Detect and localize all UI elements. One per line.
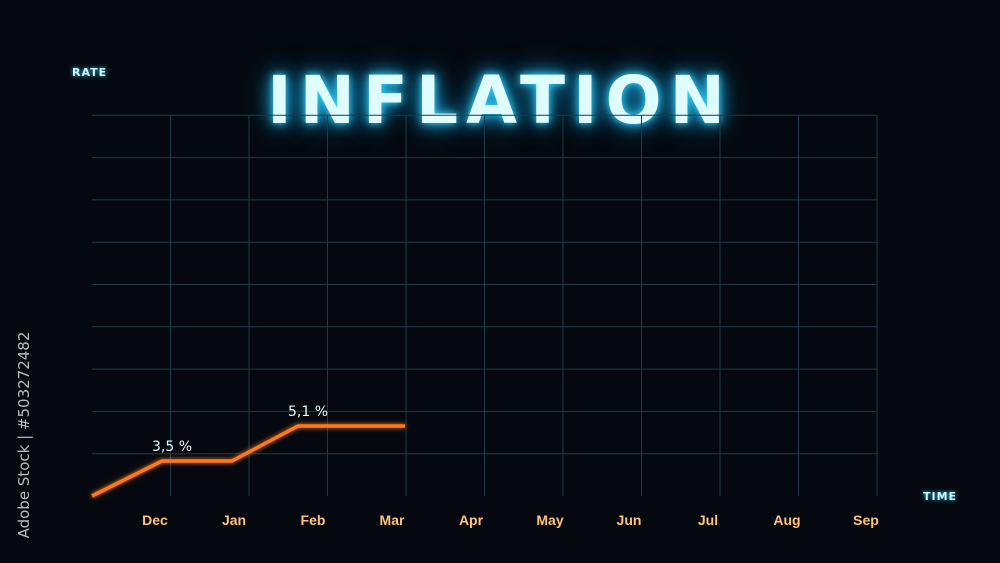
x-tick-label: Feb (301, 512, 326, 528)
x-tick-label: Aug (773, 512, 800, 528)
x-tick-label: Apr (459, 512, 484, 528)
chart-title: INFLATION (267, 62, 733, 139)
x-tick-label: Sep (853, 512, 879, 528)
x-tick-label: Mar (380, 512, 405, 528)
x-tick-label: Jan (222, 512, 246, 528)
x-tick-label: Jul (698, 512, 718, 528)
x-tick-label: May (536, 512, 563, 528)
x-tick-label: Dec (142, 512, 168, 528)
data-label: 3,5 % (152, 439, 192, 455)
x-tick-label: Jun (617, 512, 642, 528)
y-axis-label: RATE (72, 66, 108, 79)
data-label: 5,1 % (288, 404, 328, 420)
x-axis-label: TIME (923, 490, 958, 503)
